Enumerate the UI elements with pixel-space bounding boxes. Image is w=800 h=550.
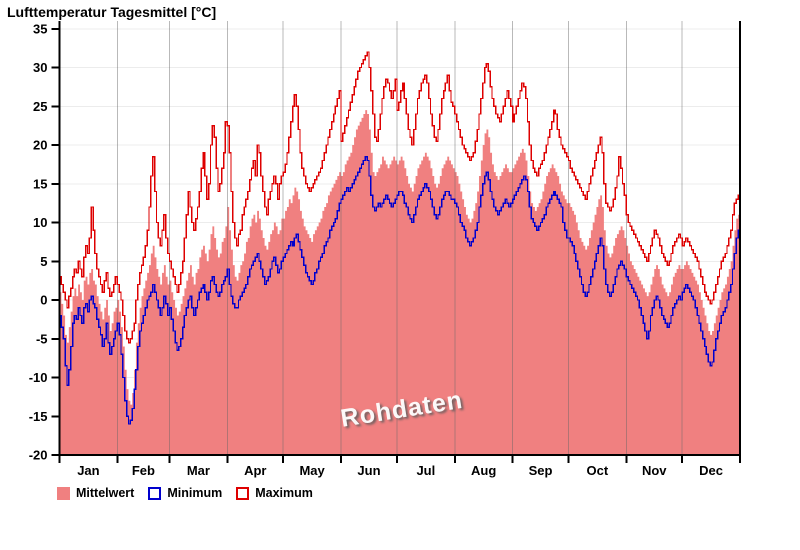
legend-label-mittelwert: Mittelwert	[76, 486, 135, 500]
x-axis-month-label: Sep	[529, 463, 553, 478]
y-axis-tick-label: 0	[40, 293, 47, 308]
x-axis-month-label: Apr	[244, 463, 266, 478]
y-axis-tick-label: 15	[33, 176, 47, 191]
y-axis-tick-label: 5	[40, 254, 47, 269]
y-axis-tick-label: -20	[29, 448, 48, 463]
y-axis-tick-label: 10	[33, 215, 47, 230]
max-swatch-icon	[236, 486, 250, 500]
x-axis-month-label: Jan	[77, 463, 99, 478]
x-axis-month-label: Mar	[187, 463, 210, 478]
x-axis-month-label: Feb	[132, 463, 155, 478]
legend-item-mittelwert: Mittelwert	[57, 486, 134, 500]
legend-item-minimum: Minimum	[148, 486, 222, 500]
x-axis-month-label: Nov	[642, 463, 667, 478]
x-axis-month-label: Dec	[699, 463, 723, 478]
chart-title: Lufttemperatur Tagesmittel [°C]	[7, 4, 217, 20]
x-axis-month-label: Oct	[587, 463, 609, 478]
y-axis-tick-label: -15	[29, 409, 48, 424]
x-axis-month-label: May	[299, 463, 325, 478]
y-axis-tick-label: 20	[33, 138, 47, 153]
y-axis-tick-label: -10	[29, 370, 48, 385]
x-axis-month-label: Aug	[471, 463, 496, 478]
y-axis-tick-label: 25	[33, 99, 47, 114]
min-line	[59, 155, 740, 425]
min-swatch-icon	[148, 486, 162, 500]
legend-label-maximum: Maximum	[255, 486, 313, 500]
y-axis-tick-label: -5	[36, 331, 48, 346]
y-axis-tick-label: 35	[33, 21, 47, 36]
legend-item-maximum: Maximum	[236, 486, 313, 500]
x-axis-month-label: Jun	[357, 463, 380, 478]
y-axis-tick-label: 30	[33, 60, 47, 75]
mean-area	[59, 110, 740, 455]
max-line	[59, 51, 740, 344]
legend-label-minimum: Minimum	[167, 486, 223, 500]
legend: Mittelwert Minimum Maximum	[57, 486, 327, 500]
mean-swatch-icon	[57, 486, 70, 500]
x-axis-month-label: Jul	[416, 463, 435, 478]
